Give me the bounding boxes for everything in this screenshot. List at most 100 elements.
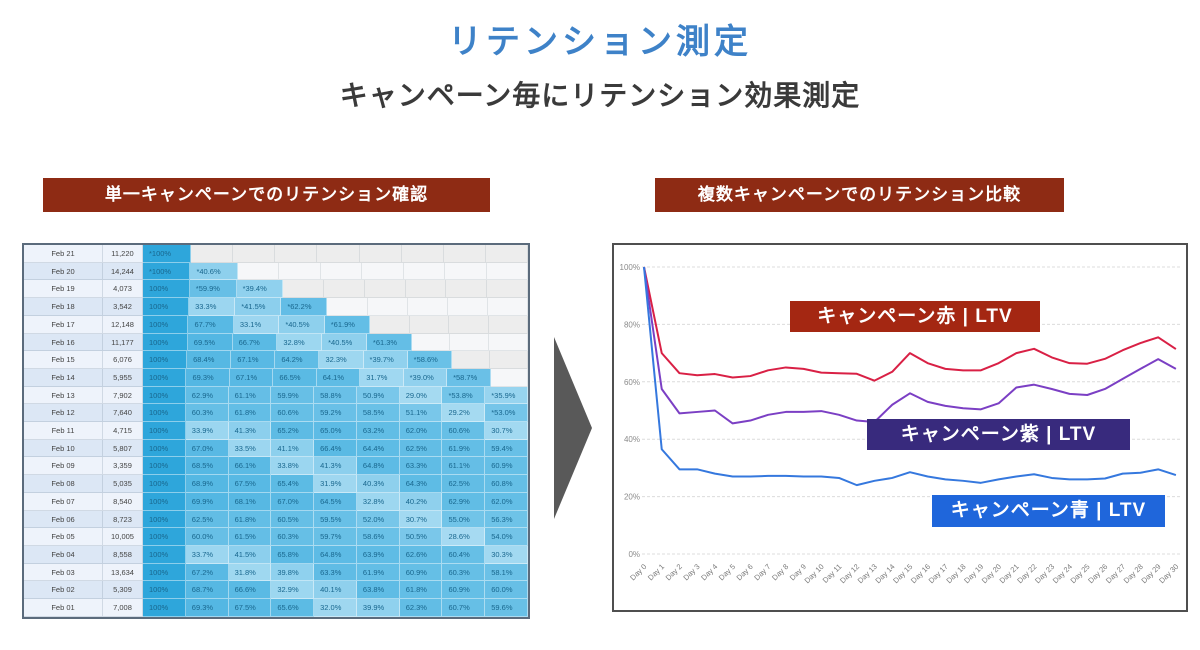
retention-cell: *40.5% [279,315,325,334]
series-line [643,266,1177,425]
retention-cell: 60.0% [185,528,229,546]
empty-cell [485,245,528,263]
retention-cell: 64.8% [314,545,357,564]
retention-cell: 67.7% [188,315,234,334]
retention-cell: 69.5% [187,333,233,352]
user-count-cell: 14,244 [103,262,143,281]
date-cell: Feb 19 [24,280,103,299]
retention-cell: 60.6% [442,422,486,440]
retention-cell: *40.5% [322,333,367,352]
retention-cell: 64.4% [356,439,400,458]
empty-cell [450,333,490,352]
retention-cell: 60.8% [485,475,529,493]
retention-cell: 62.0% [485,492,529,511]
date-cell: Feb 11 [24,422,103,440]
empty-cell [370,315,410,334]
x-axis-tick-label: Day 4 [699,562,719,582]
retention-cell: 100% [143,563,186,582]
retention-cell: 29.2% [442,404,486,423]
empty-cell [449,315,489,334]
empty-cell [367,298,408,316]
retention-cell: *35.9% [485,386,529,405]
user-count-cell: 6,076 [103,351,143,369]
retention-cell: 65.6% [271,599,315,617]
table-row: Feb 13 7,902 100% 62.9% 61.1% 59.9% 58.8% 50.9%… [24,386,529,405]
retention-cell: 67.1% [231,351,276,369]
retention-cell: *61.9% [324,315,371,334]
y-axis-tick-label: 20% [624,493,640,502]
retention-cell: 40.3% [356,475,400,493]
retention-cell: *62.2% [281,298,328,316]
page-subtitle: キャンペーン毎にリテンション効果測定 [339,80,861,111]
series-label-red: キャンペーン赤 | LTV [790,301,1040,332]
retention-cell: 100% [143,368,187,387]
retention-cell: 67.0% [271,492,315,511]
empty-cell [411,333,451,352]
retention-cell: 65.2% [271,422,315,440]
empty-cell [405,280,447,299]
table-row: Feb 10 5,807 100% 67.0% 33.5% 41.1% 66.4% 64.4%… [24,439,529,458]
user-count-cell: 3,359 [103,457,143,476]
retention-cell: 66.6% [228,581,272,600]
retention-cell: 68.1% [228,492,272,511]
retention-cell: 60.5% [271,510,315,529]
page-title: リテンション測定 [448,23,752,61]
retention-cell: 100% [143,439,186,458]
retention-cell: 29.0% [399,386,443,405]
x-axis-tick-label: Day 10 [803,562,826,585]
retention-cell: 50.9% [356,386,400,405]
date-cell: Feb 15 [24,351,103,369]
retention-cell: 100% [143,475,186,493]
retention-cell: 59.2% [314,404,357,423]
empty-cell [446,280,488,299]
retention-cell: 64.2% [275,351,320,369]
retention-cell: 33.8% [271,457,315,476]
empty-cell [320,262,363,281]
chart-plot-area: 0% 20% 40% 60% 80% 100% Day 0 Day 1 Day 2 Day 3 Da… [614,245,1186,615]
user-count-cell: 5,955 [103,368,143,387]
retention-cell: 59.7% [314,528,357,546]
table-row: Feb 12 7,640 100% 60.3% 61.8% 60.6% 59.2% 58.5%… [24,404,529,423]
table-row: Feb 02 5,309 100% 68.7% 66.6% 32.9% 40.1% 63.8%… [24,581,529,600]
retention-cell: 100% [143,386,186,405]
table-row: Feb 20 14,244 *100% *40.6% [24,262,528,281]
retention-cell: 67.1% [229,368,274,387]
empty-cell [486,262,528,281]
retention-cell: 39.8% [271,563,315,582]
retention-cell: 60.3% [271,528,315,546]
retention-cell: *39.0% [403,368,448,387]
retention-cell: 100% [143,404,186,423]
table-row: Feb 18 3,542 100% 33.3% *41.5% *62.2% [24,298,528,316]
retention-cell: 60.4% [442,545,486,564]
empty-cell [451,351,490,369]
retention-cell: 66.7% [232,333,278,352]
retention-cell: 64.8% [356,457,400,476]
user-count-cell: 11,220 [103,245,143,263]
empty-cell [327,298,368,316]
retention-cell: 33.9% [185,422,229,440]
retention-cell: 56.3% [485,510,529,529]
retention-cell: 68.7% [185,581,229,600]
retention-cell: 61.1% [442,457,486,476]
retention-cell: 64.1% [316,368,361,387]
retention-cell: 30.3% [485,545,529,564]
retention-cell: 100% [143,351,188,369]
retention-cell: 59.6% [485,599,529,617]
retention-cell: 61.9% [442,439,486,458]
retention-cell: 31.8% [228,563,272,582]
retention-cell: 59.9% [271,386,315,405]
retention-cell: *61.3% [366,333,412,352]
retention-cell: 31.9% [314,475,357,493]
date-cell: Feb 14 [24,368,103,387]
empty-cell [401,245,444,263]
empty-cell [487,298,528,316]
retention-cell: 100% [143,581,186,600]
retention-cell: 60.3% [185,404,229,423]
empty-cell [359,245,402,263]
user-count-cell: 7,008 [103,599,143,617]
retention-cell: 40.2% [399,492,443,511]
date-cell: Feb 12 [24,404,103,423]
retention-cell: 100% [143,599,186,617]
retention-cell: *59.9% [189,280,237,299]
date-cell: Feb 13 [24,386,103,405]
